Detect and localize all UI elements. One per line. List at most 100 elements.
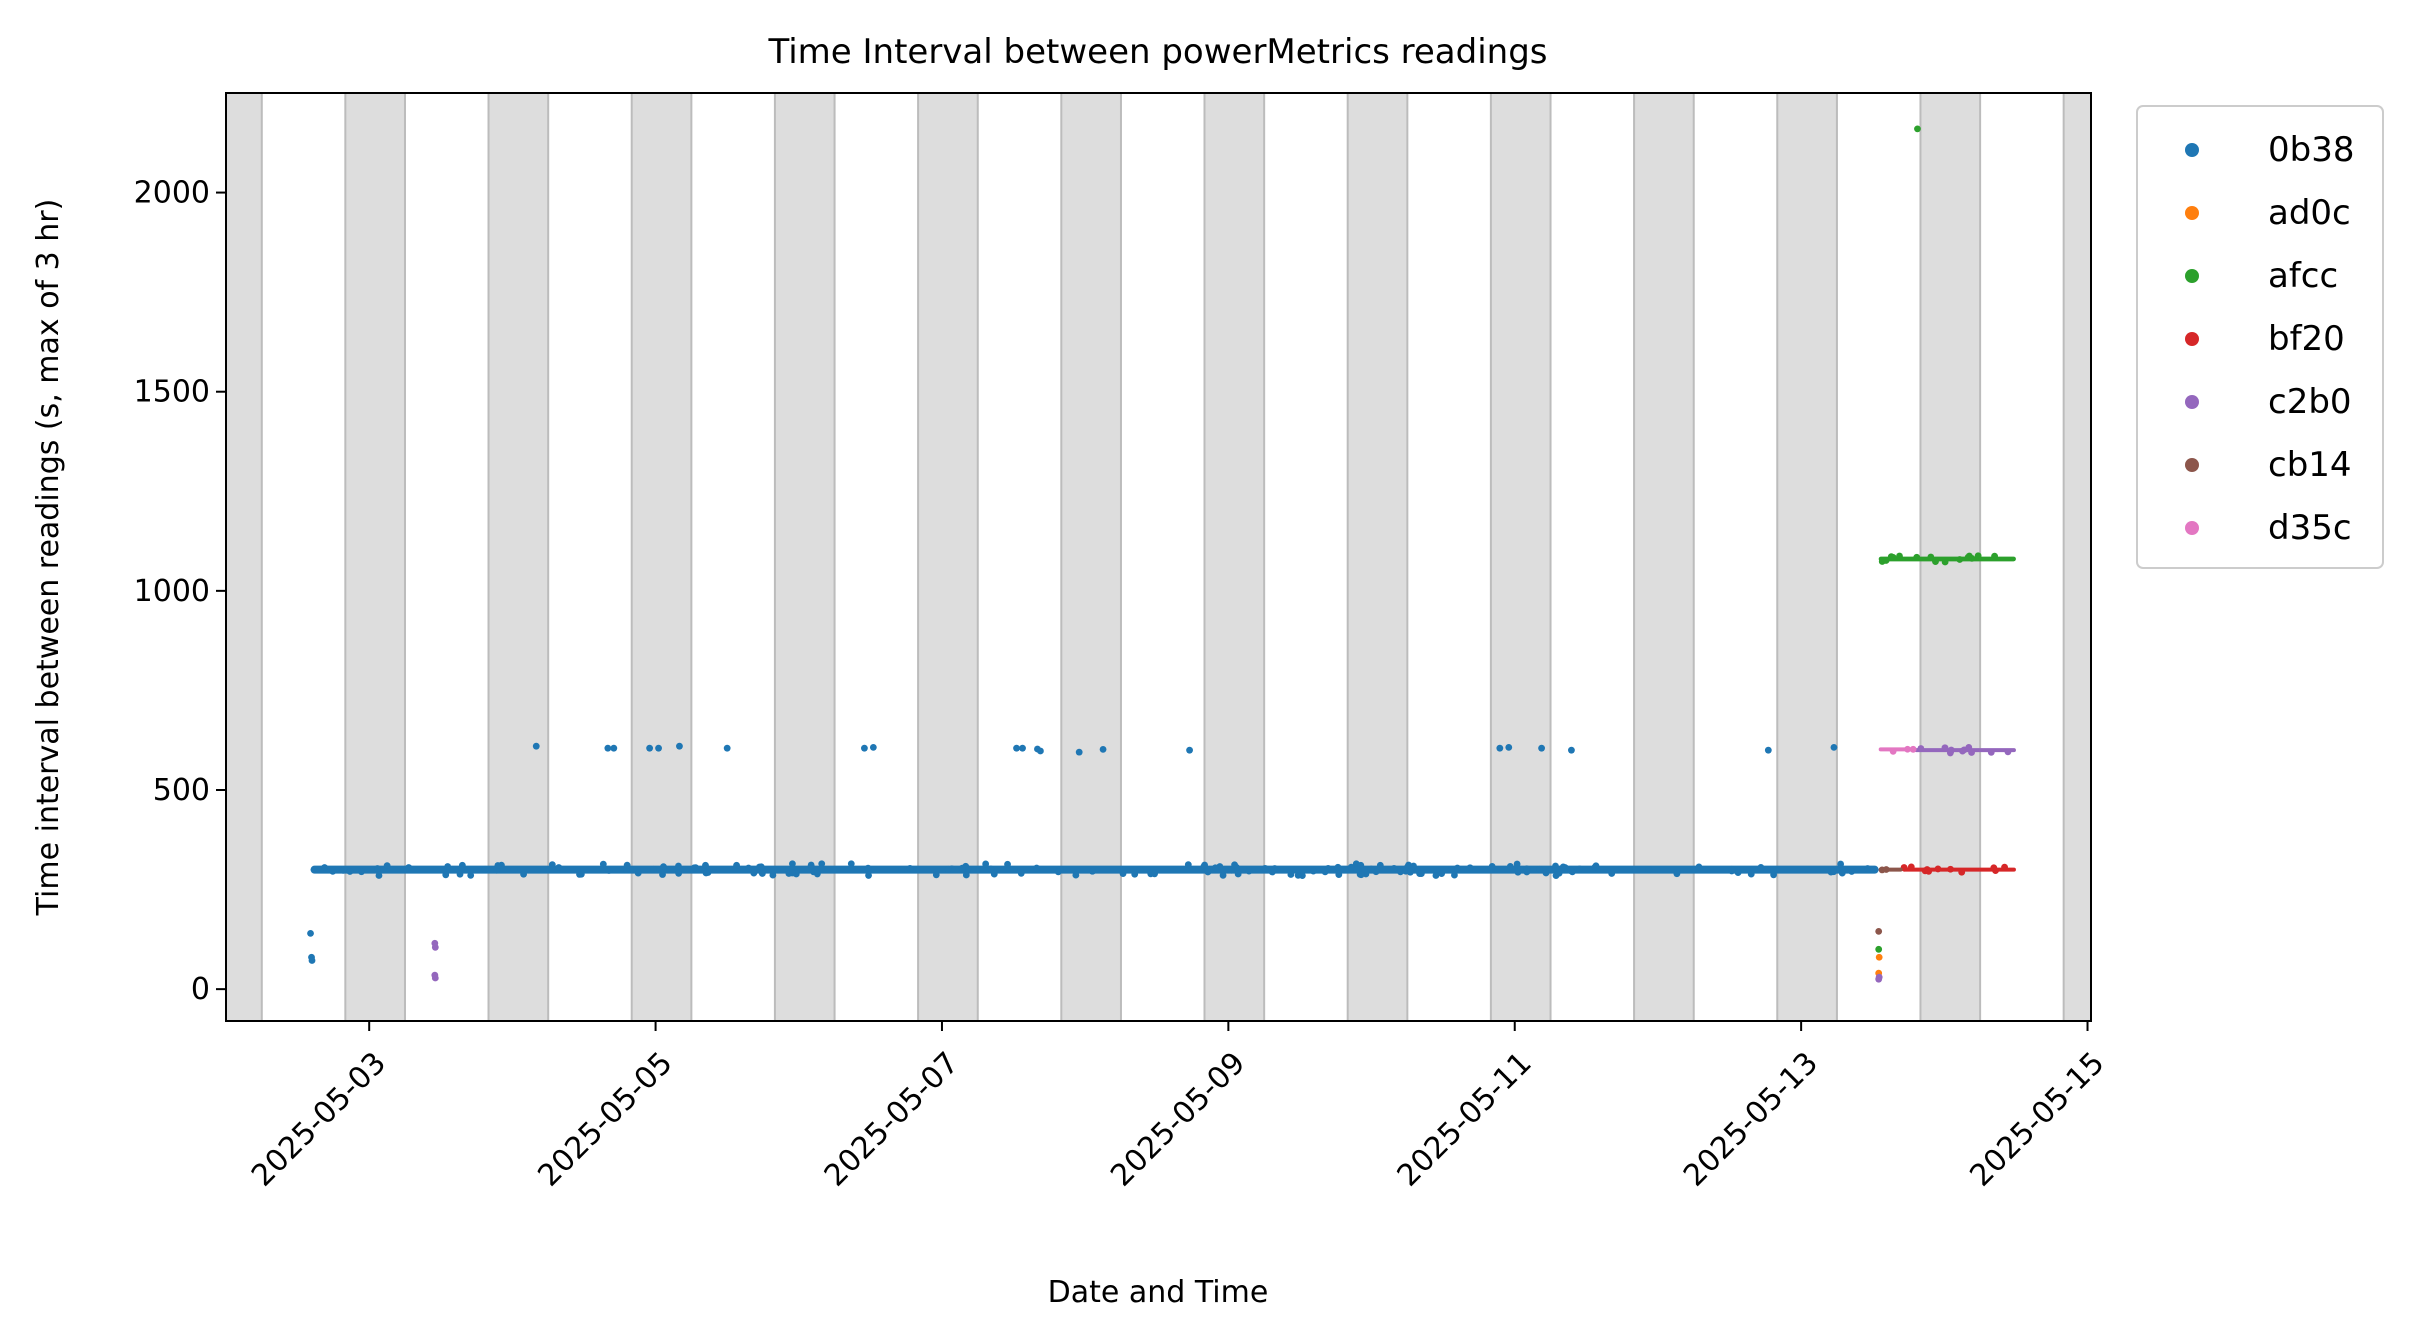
data-point-afcc — [1968, 554, 1976, 562]
data-point-0b38 — [1538, 744, 1545, 752]
data-point-0b38 — [1033, 864, 1041, 872]
data-point-c2b0 — [2004, 748, 2012, 756]
data-point-afcc — [1882, 557, 1890, 564]
data-points — [307, 125, 2016, 983]
data-point-c2b0 — [1875, 973, 1883, 981]
data-point-0b38 — [1099, 745, 1107, 753]
y-tick-label: 0 — [191, 972, 210, 1007]
legend-label-d35c: d35c — [2268, 508, 2352, 548]
data-point-0b38 — [898, 866, 906, 874]
data-point-afcc — [1927, 553, 1935, 561]
data-point-0b38 — [1347, 863, 1355, 871]
data-point-0b38 — [769, 871, 777, 879]
legend-label-cb14: cb14 — [2268, 445, 2352, 485]
data-point-0b38 — [807, 861, 815, 869]
data-point-0b38 — [1591, 863, 1599, 871]
data-point-0b38 — [532, 742, 540, 750]
data-point-0b38 — [847, 860, 855, 868]
night-band — [1347, 93, 1408, 1021]
data-point-0b38 — [1136, 866, 1144, 874]
data-point-afcc — [1914, 125, 1921, 133]
data-point-bf20 — [2001, 863, 2008, 871]
night-band — [1777, 93, 1837, 1021]
night-band — [488, 93, 549, 1021]
data-point-0b38 — [383, 862, 391, 870]
data-point-0b38 — [1864, 865, 1871, 872]
data-point-0b38 — [962, 871, 970, 879]
y-tick-label: 1000 — [134, 574, 210, 609]
legend-marker-ad0c — [2185, 206, 2199, 220]
data-point-afcc — [1875, 945, 1883, 953]
data-point-0b38 — [634, 869, 642, 877]
data-point-0b38 — [1017, 869, 1025, 877]
night-band — [1204, 93, 1265, 1021]
data-point-0b38 — [321, 864, 328, 871]
data-point-0b38 — [1037, 747, 1044, 755]
data-point-0b38 — [1830, 743, 1838, 751]
data-point-0b38 — [1447, 866, 1455, 874]
data-point-0b38 — [1830, 868, 1838, 876]
data-point-0b38 — [1397, 868, 1404, 876]
night-band — [2063, 93, 2091, 1021]
data-point-0b38 — [1536, 865, 1543, 873]
data-point-0b38 — [1695, 863, 1703, 871]
data-point-0b38 — [864, 864, 872, 872]
data-point-c2b0 — [431, 943, 439, 951]
night-band — [1490, 93, 1551, 1021]
data-point-0b38 — [358, 868, 365, 876]
data-point-0b38 — [1542, 869, 1550, 877]
data-point-c2b0 — [431, 974, 439, 982]
legend-label-ad0c: ad0c — [2268, 193, 2351, 233]
data-point-bf20 — [1947, 865, 1954, 873]
legend-label-afcc: afcc — [2268, 256, 2338, 296]
data-point-0b38 — [494, 862, 502, 869]
data-point-0b38 — [690, 864, 698, 872]
data-point-0b38 — [520, 870, 527, 878]
data-point-0b38 — [818, 860, 826, 868]
data-point-c2b0 — [1917, 745, 1925, 752]
data-point-0b38 — [623, 861, 631, 869]
data-point-0b38 — [1233, 864, 1240, 871]
data-point-0b38 — [1747, 870, 1755, 878]
data-point-0b38 — [456, 870, 464, 878]
data-point-0b38 — [1294, 872, 1302, 879]
data-point-0b38 — [958, 864, 966, 872]
data-point-0b38 — [1764, 746, 1772, 754]
data-point-0b38 — [1568, 746, 1575, 754]
legend-marker-cb14 — [2185, 458, 2199, 472]
data-point-0b38 — [865, 872, 872, 879]
data-point-0b38 — [307, 929, 314, 937]
data-point-0b38 — [1390, 865, 1398, 872]
data-point-0b38 — [444, 863, 452, 870]
data-point-0b38 — [660, 863, 667, 871]
data-point-0b38 — [788, 869, 796, 877]
data-point-c2b0 — [1947, 746, 1955, 754]
data-point-afcc — [1991, 552, 1998, 560]
data-point-0b38 — [1201, 861, 1209, 869]
night-band — [918, 93, 978, 1021]
data-point-bf20 — [1901, 864, 1908, 872]
legend-label-0b38: 0b38 — [2268, 130, 2354, 170]
data-point-0b38 — [1673, 870, 1681, 878]
legend-box — [2136, 105, 2384, 569]
night-shading — [226, 93, 2091, 1021]
data-point-0b38 — [1353, 866, 1361, 874]
data-point-0b38 — [1357, 871, 1365, 879]
data-point-0b38 — [1838, 869, 1846, 877]
data-point-afcc — [1941, 558, 1949, 566]
data-point-afcc — [1974, 552, 1982, 560]
data-point-0b38 — [610, 744, 618, 752]
data-point-0b38 — [604, 744, 612, 752]
data-point-0b38 — [944, 865, 952, 873]
data-point-0b38 — [675, 862, 682, 870]
data-point-0b38 — [1417, 870, 1425, 877]
data-point-0b38 — [1453, 864, 1461, 872]
data-point-0b38 — [1848, 868, 1856, 875]
data-point-0b38 — [308, 957, 316, 964]
data-point-0b38 — [1438, 870, 1446, 878]
data-point-afcc — [1932, 558, 1939, 565]
data-point-bf20 — [1958, 868, 1966, 876]
data-point-0b38 — [1523, 865, 1531, 873]
data-point-bf20 — [1907, 863, 1915, 871]
